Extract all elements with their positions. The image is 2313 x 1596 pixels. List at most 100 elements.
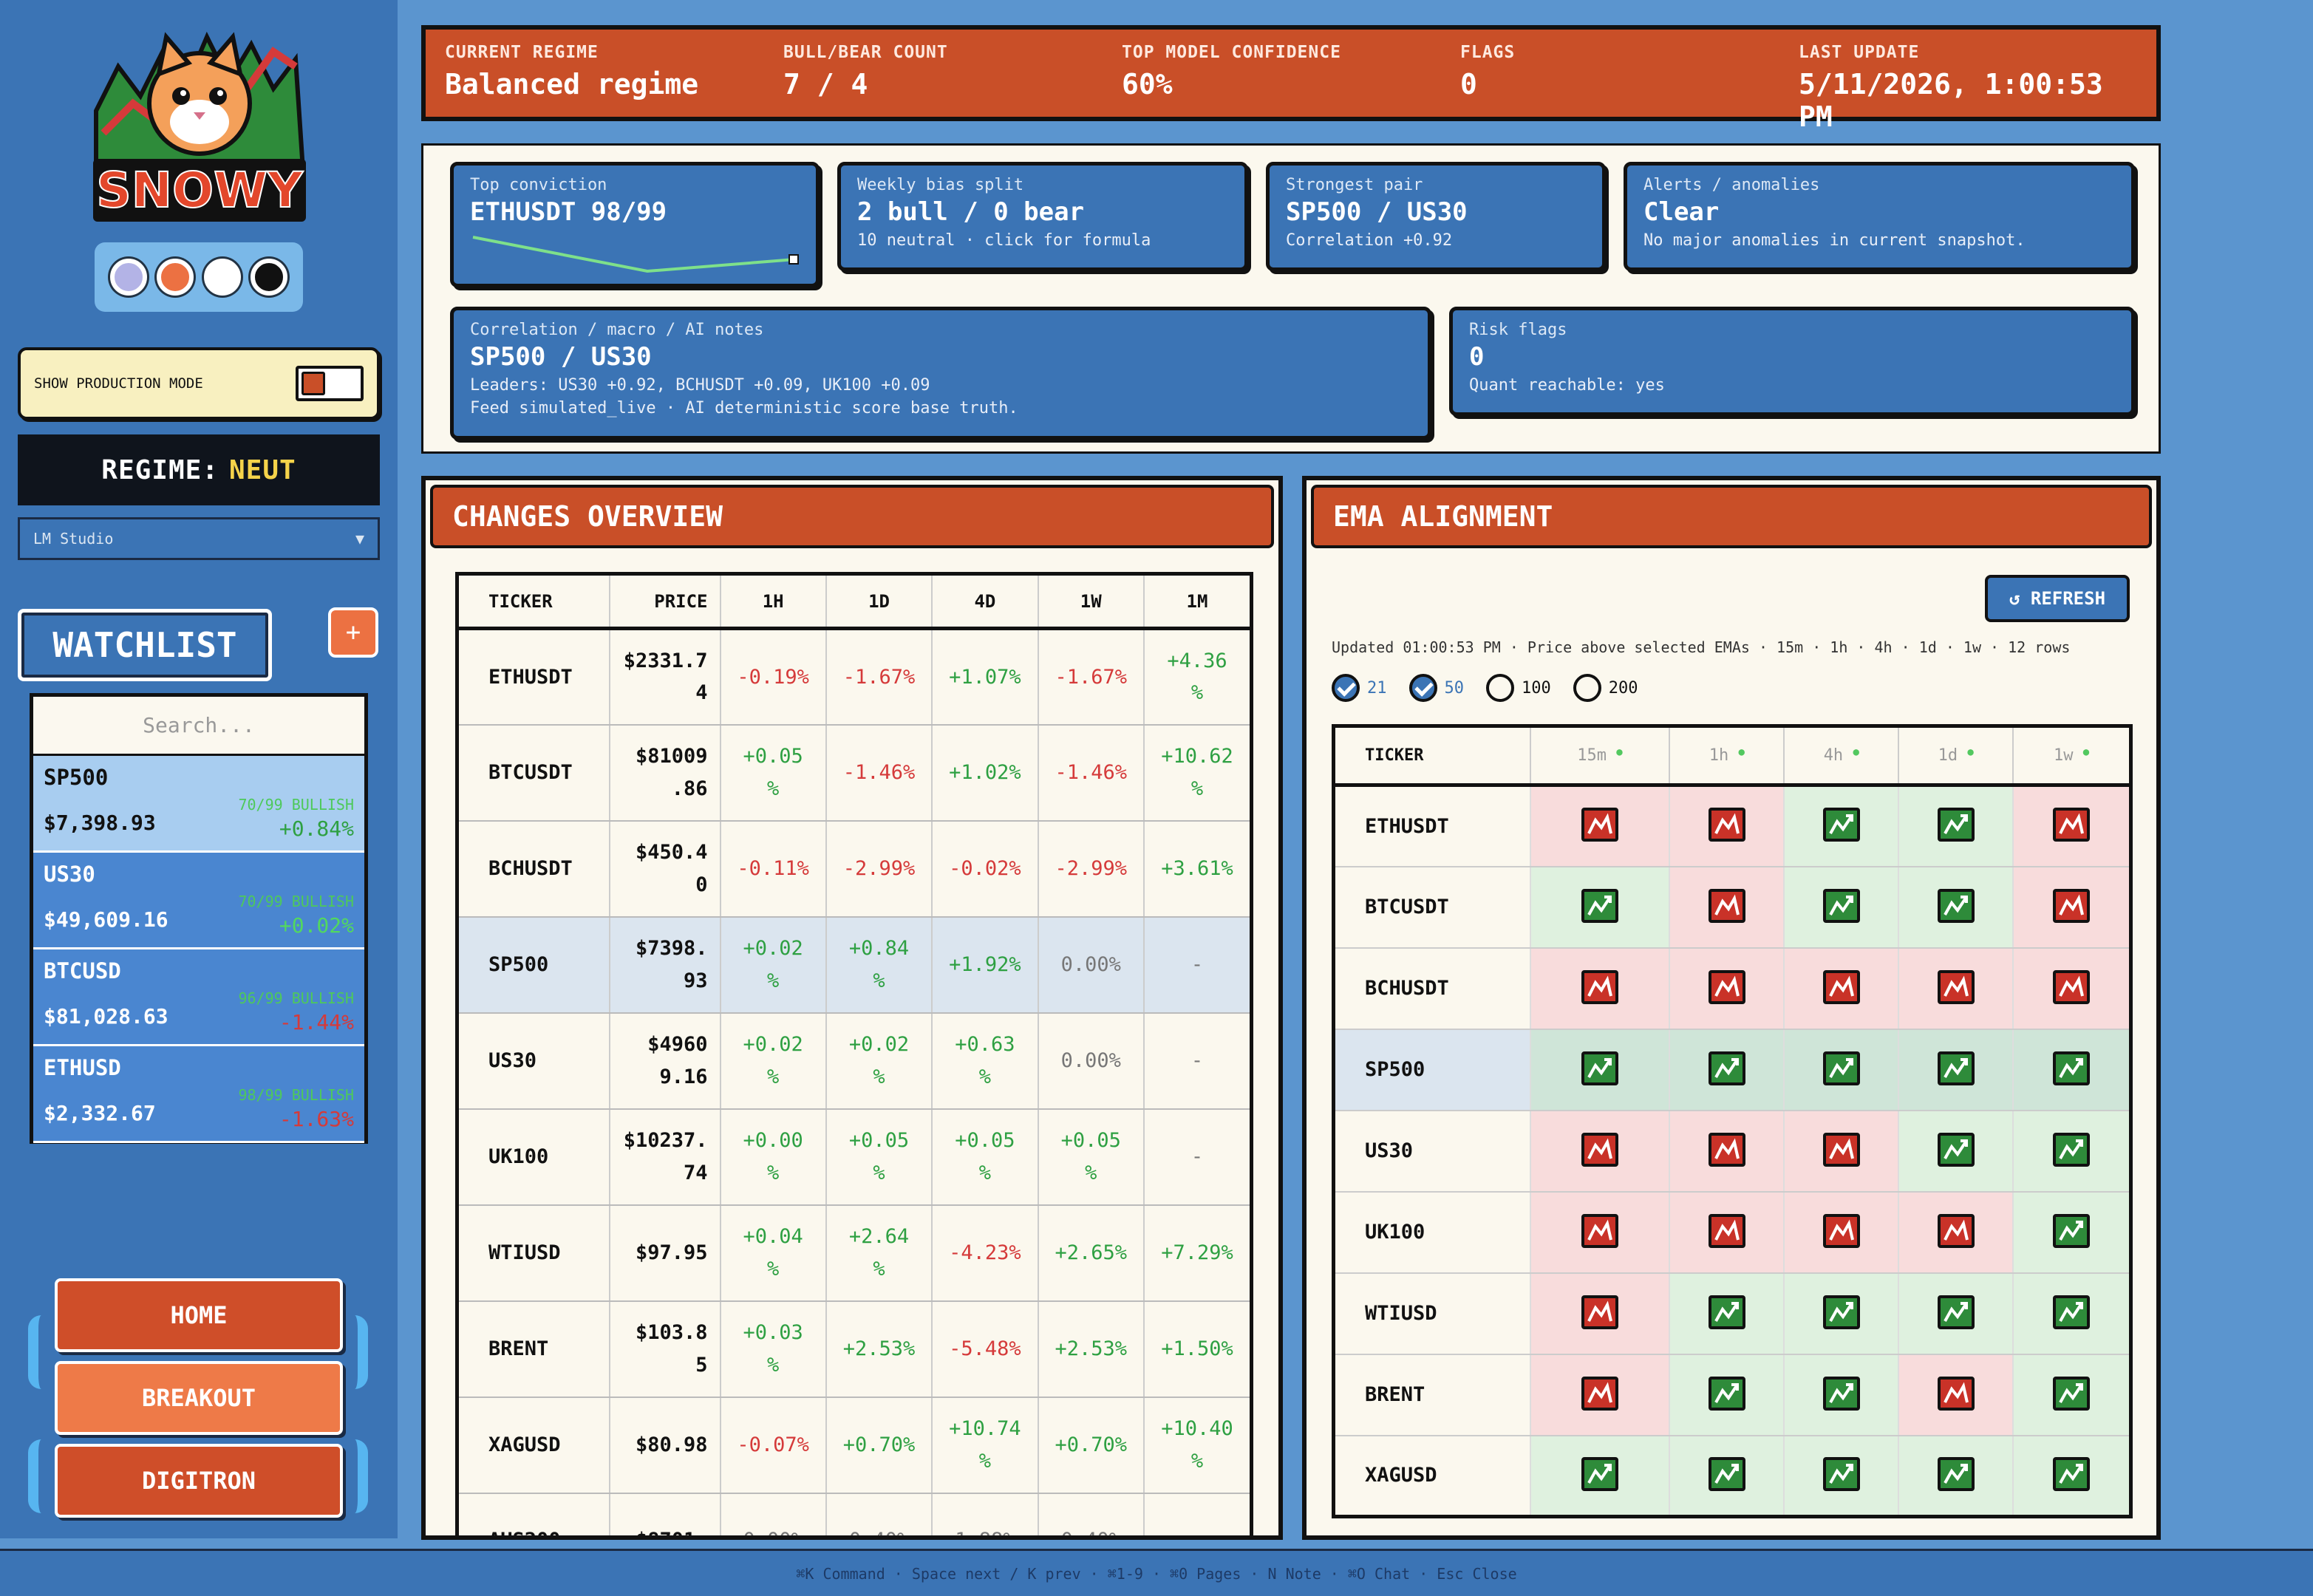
table-row[interactable]: UK100 <box>1333 1191 2132 1274</box>
table-row[interactable]: SP500 <box>1333 1029 2132 1111</box>
trend-up-icon <box>2053 1376 2091 1411</box>
status-dot-icon: ● <box>2082 746 2090 758</box>
ema-status-cell <box>1898 866 2014 949</box>
correlation-notes-card[interactable]: Correlation / macro / AI notes SP500 / U… <box>450 307 1431 440</box>
trend-down-icon <box>1937 969 1975 1004</box>
table-row[interactable]: UK100 $10237. 74 +0.00 % +0.05 % +0.05 % +0.0… <box>457 1108 1253 1206</box>
change-cell: -1.46% <box>825 724 933 822</box>
trend-up-icon <box>2053 1051 2091 1085</box>
production-mode-toggle[interactable] <box>296 366 364 401</box>
column-header[interactable]: 1D <box>825 573 933 630</box>
strongest-pair-card[interactable]: Strongest pair SP500 / US30 Correlation … <box>1266 162 1606 271</box>
column-header[interactable]: 1M <box>1143 573 1253 630</box>
ema-status-cell <box>1669 1029 1785 1111</box>
insight-cards: Top conviction ETHUSDT 98/99 Weekly bias… <box>421 143 2161 454</box>
card-sub: 10 neutral · click for formula <box>857 231 1151 250</box>
watchlist-title: WATCHLIST <box>18 609 272 681</box>
ema-status-cell <box>1530 1191 1671 1274</box>
column-header[interactable]: 4D <box>932 573 1039 630</box>
ema-status-cell <box>1530 1272 1671 1355</box>
ema-period-checkbox[interactable]: 21 <box>1332 674 1387 702</box>
column-header[interactable]: 1W <box>1038 573 1145 630</box>
trend-down-icon <box>2053 888 2091 923</box>
table-row[interactable]: BTCUSDT $81009 .86 +0.05 % -1.46% +1.02% -1.4… <box>457 724 1253 822</box>
nav-breakout-button[interactable]: BREAKOUT <box>55 1361 343 1435</box>
theme-dot-lavender[interactable] <box>109 259 147 296</box>
theme-switcher <box>95 242 303 312</box>
theme-dot-black[interactable] <box>251 259 288 296</box>
watchlist-item[interactable]: BTCUSD $81,028.63 96/99 BULLISH -1.44% <box>33 949 364 1046</box>
ema-status-cell <box>2013 1354 2132 1436</box>
watchlist-change: +0.02% <box>279 913 354 938</box>
column-header[interactable]: 1H <box>720 573 827 630</box>
top-conviction-card[interactable]: Top conviction ETHUSDT 98/99 <box>450 162 820 287</box>
table-row[interactable]: BCHUSDT $450.4 0 -0.11% -2.99% -0.02% -2.99% +… <box>457 820 1253 918</box>
weekly-bias-card[interactable]: Weekly bias split 2 bull / 0 bear 10 neu… <box>837 162 1248 271</box>
change-cell: +0.70% <box>1038 1396 1145 1494</box>
theme-dot-white[interactable] <box>203 259 241 296</box>
ema-period-checkbox[interactable]: 200 <box>1573 674 1638 702</box>
column-header-label: 1w <box>2053 746 2074 765</box>
table-row[interactable]: US30 <box>1333 1110 2132 1193</box>
price-cell: $97.95 <box>609 1204 721 1302</box>
table-row[interactable]: US30 $4960 9.16 +0.02 % +0.02 % +0.63 % 0.00%… <box>457 1012 1253 1110</box>
snowy-logo[interactable]: SNOWY <box>89 22 310 229</box>
table-row[interactable]: XAGUSD <box>1333 1435 2132 1518</box>
table-row[interactable]: BTCUSDT <box>1333 866 2132 949</box>
column-header[interactable]: PRICE <box>609 573 721 630</box>
alerts-card[interactable]: Alerts / anomalies Clear No major anomal… <box>1624 162 2135 271</box>
theme-dot-orange[interactable] <box>157 259 194 296</box>
ema-period-checkbox[interactable]: 50 <box>1408 674 1464 702</box>
add-watchlist-button[interactable]: + <box>328 607 378 658</box>
ema-period-checkbox[interactable]: 100 <box>1486 674 1551 702</box>
trend-up-icon <box>1581 888 1618 923</box>
table-row[interactable]: AUS200$8701.0.00%0.40%1.88%0.40% <box>457 1493 1253 1535</box>
trend-up-icon <box>1822 1051 1860 1085</box>
ticker-cell: BTCUSDT <box>1333 866 1531 949</box>
ticker-cell: BCHUSDT <box>457 820 610 918</box>
ticker-cell: WTIUSD <box>1333 1272 1531 1355</box>
ticker-cell: XAGUSD <box>457 1396 610 1494</box>
risk-flags-card[interactable]: Risk flags 0 Quant reachable: yes <box>1449 307 2135 416</box>
watchlist-search-input[interactable]: Search... <box>33 697 364 756</box>
change-cell: +0.02 % <box>720 916 827 1014</box>
summary-cell: FLAGS 0 <box>1460 43 1799 103</box>
ema-status-cell <box>1669 1435 1785 1518</box>
table-row[interactable]: WTIUSD $97.95 +0.04 % +2.64 % -4.23% +2.65% +7… <box>457 1204 1253 1302</box>
table-row[interactable]: BCHUSDT <box>1333 947 2132 1030</box>
ema-period-label: 21 <box>1367 678 1387 698</box>
table-row[interactable]: ETHUSDT <box>1333 785 2132 867</box>
card-sub: Feed simulated_live · AI deterministic s… <box>470 399 1018 417</box>
change-cell: 1.88% <box>932 1493 1039 1535</box>
column-header[interactable]: TICKER <box>457 573 610 630</box>
watchlist-item[interactable]: US30 $49,609.16 70/99 BULLISH +0.02% <box>33 853 364 949</box>
refresh-button[interactable]: ↺ REFRESH <box>1985 575 2130 622</box>
model-select[interactable]: LM Studio ▼ <box>18 517 380 560</box>
table-row[interactable]: BRENT $103.8 5 +0.03 % +2.53% -5.48% +2.53% +1… <box>457 1300 1253 1398</box>
nav-home-button[interactable]: HOME <box>55 1278 343 1352</box>
ema-status-cell <box>1784 947 1900 1030</box>
change-cell: -1.67% <box>1038 628 1145 726</box>
checkbox-icon <box>1486 674 1514 702</box>
trend-down-icon <box>1581 1295 1618 1329</box>
table-row[interactable]: WTIUSD <box>1333 1272 2132 1355</box>
watchlist-price: $2,332.67 <box>44 1101 156 1125</box>
nav-digitron-button[interactable]: DIGITRON <box>55 1444 343 1518</box>
table-row[interactable]: ETHUSDT $2331.7 4 -0.19% -1.67% +1.07% -1.67%… <box>457 628 1253 726</box>
table-row[interactable]: BRENT <box>1333 1354 2132 1436</box>
table-row[interactable]: XAGUSD $80.98 -0.07% +0.70% +10.74 % +0.70% +1… <box>457 1396 1253 1494</box>
regime-value: NEUT <box>229 454 296 485</box>
change-cell: +10.40 % <box>1143 1396 1253 1494</box>
price-cell: $4960 9.16 <box>609 1012 721 1110</box>
table-row[interactable]: SP500 $7398. 93 +0.02 % +0.84 % +1.92% 0.00% - <box>457 916 1253 1014</box>
watchlist-item[interactable]: SP500 $7,398.93 70/99 BULLISH +0.84% <box>33 756 364 853</box>
column-header: TICKER <box>1333 726 1531 787</box>
ema-status-cell <box>2013 1029 2132 1111</box>
watchlist-change: -1.63% <box>279 1107 354 1131</box>
conviction-sparkline <box>472 236 799 273</box>
ema-status-cell <box>1784 1435 1900 1518</box>
price-cell: $80.98 <box>609 1396 721 1494</box>
card-value: SP500 / US30 <box>1286 197 1468 227</box>
watchlist-item[interactable]: ETHUSD $2,332.67 98/99 BULLISH -1.63% <box>33 1046 364 1143</box>
price-cell: $10237. 74 <box>609 1108 721 1206</box>
